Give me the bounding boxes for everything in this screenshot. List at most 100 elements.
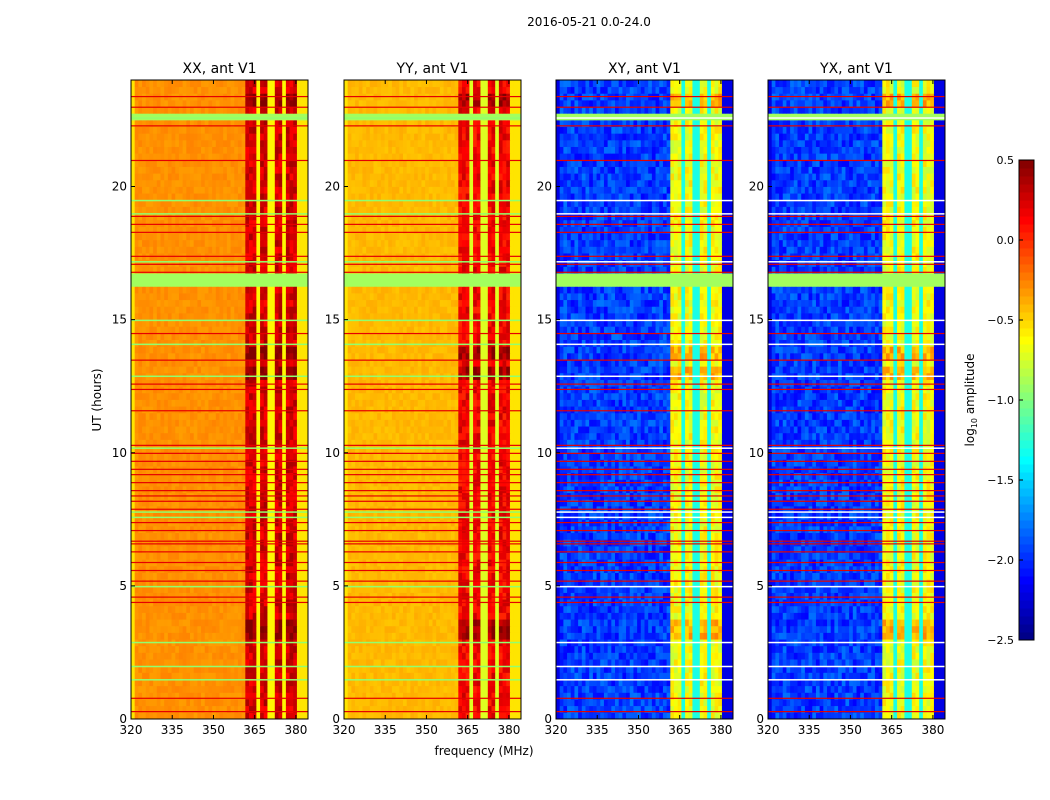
heatmap-cell [194,513,198,520]
heatmap-cell [301,113,305,120]
heatmap-cell [212,446,216,453]
heatmap-cell [260,147,264,154]
heatmap-cell [392,686,396,693]
heatmap-cell [190,180,194,187]
heatmap-cell [275,406,279,413]
heatmap-cell [194,573,198,580]
heatmap-cell [245,153,249,160]
heatmap-cell [293,246,297,253]
heatmap-cell [245,393,249,400]
heatmap-cell [161,573,165,580]
heatmap-cell [186,626,190,633]
heatmap-cell [216,499,220,506]
heatmap-cell [142,699,146,706]
heatmap-cell [216,393,220,400]
heatmap-cell [131,446,135,453]
heatmap-cell [275,499,279,506]
heatmap-cell [146,652,150,659]
heatmap-cell [290,206,294,213]
heatmap-cell [297,366,301,373]
heatmap-cell [194,206,198,213]
heatmap-cell [264,220,268,227]
heatmap-cell [514,699,518,706]
heatmap-cell [212,246,216,253]
heatmap-cell [344,686,348,693]
heatmap-cell [253,140,257,147]
heatmap-cell [293,400,297,407]
heatmap-cell [153,300,157,307]
heatmap-cell [164,280,168,287]
heatmap-cell [194,246,198,253]
heatmap-cell [179,513,183,520]
heatmap-cell [164,127,168,134]
heatmap-cell [194,606,198,613]
heatmap-cell [131,306,135,313]
heatmap-cell [249,127,253,134]
rfi-line [131,445,308,446]
heatmap-cell [286,672,290,679]
heatmap-cell [172,513,176,520]
heatmap-cell [164,87,168,94]
heatmap-cell [249,406,253,413]
heatmap-cell [220,206,224,213]
heatmap-cell [433,699,437,706]
heatmap-cell [264,280,268,287]
heatmap-cell [245,380,249,387]
heatmap-cell [131,646,135,653]
heatmap-cell [197,672,201,679]
heatmap-cell [418,712,422,719]
heatmap-cell [208,413,212,420]
heatmap-cell [190,300,194,307]
heatmap-cell [179,393,183,400]
heatmap-cell [297,326,301,333]
heatmap-cell [194,566,198,573]
heatmap-cell [220,393,224,400]
heatmap-cell [253,400,257,407]
heatmap-cell [131,699,135,706]
heatmap-cell [186,419,190,426]
heatmap-cell [279,147,283,154]
heatmap-cell [179,273,183,280]
heatmap-cell [168,413,172,420]
heatmap-cell [245,499,249,506]
heatmap-cell [231,113,235,120]
heatmap-cell [138,539,142,546]
heatmap-cell [267,593,271,600]
heatmap-cell [231,566,235,573]
heatmap-cell [183,473,187,480]
heatmap-cell [253,413,257,420]
heatmap-cell [264,573,268,580]
heatmap-cell [186,173,190,180]
heatmap-cell [264,672,268,679]
heatmap-cell [131,426,135,433]
heatmap-cell [157,87,161,94]
heatmap-cell [197,393,201,400]
heatmap-cell [138,426,142,433]
heatmap-cell [234,147,238,154]
heatmap-cell [279,80,283,87]
heatmap-cell [293,193,297,200]
heatmap-cell [216,346,220,353]
heatmap-cell [256,353,260,360]
heatmap-cell [183,353,187,360]
heatmap-cell [256,553,260,560]
heatmap-cell [362,699,366,706]
heatmap-cell [168,712,172,719]
heatmap-cell [249,433,253,440]
heatmap-cell [179,459,183,466]
heatmap-cell [164,526,168,533]
heatmap-cell [157,553,161,560]
heatmap-cell [249,306,253,313]
heatmap-cell [473,699,477,706]
heatmap-cell [260,533,264,540]
heatmap-cell [271,180,275,187]
heatmap-cell [157,180,161,187]
heatmap-cell [279,306,283,313]
heatmap-cell [506,699,510,706]
heatmap-cell [231,400,235,407]
heatmap-cell [245,426,249,433]
heatmap-cell [220,579,224,586]
heatmap-cell [301,240,305,247]
heatmap-cell [138,313,142,320]
heatmap-cell [164,632,168,639]
